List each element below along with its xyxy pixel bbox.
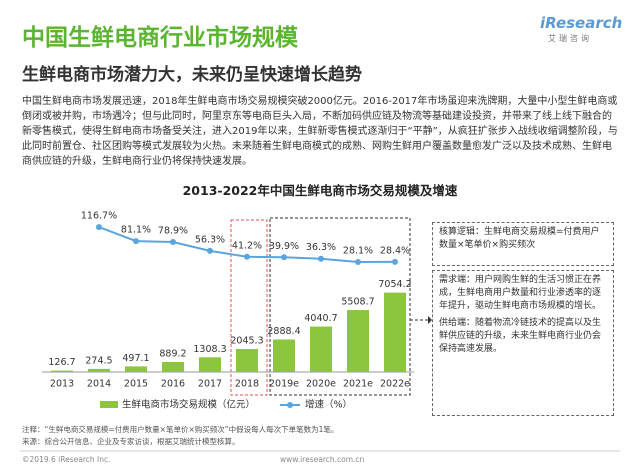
x-tick-label: 2017 [198, 379, 222, 390]
x-tick-label: 2013 [50, 379, 74, 390]
bar [162, 361, 184, 372]
bar [347, 310, 369, 372]
bar [236, 348, 258, 372]
x-tick-label: 2014 [87, 379, 111, 390]
growth-label: 78.9% [158, 225, 188, 236]
bar [273, 339, 295, 372]
source: 来源：综合公开信息、企业及专家访谈，根据艾瑞统计模型核算。 [22, 437, 240, 446]
title: 中国生鲜电商行业市场规模 [22, 25, 298, 51]
growth-label: 56.3% [195, 234, 225, 245]
growth-point [281, 254, 287, 261]
growth-point [96, 224, 102, 231]
logic-box: 核算逻辑：生鲜电商交易规模=付费用户数量×笔单价×购买频次 [432, 222, 614, 266]
growth-point [355, 258, 361, 265]
growth-label: 81.1% [121, 225, 151, 236]
bar [88, 368, 110, 372]
url: www.iresearch.com.cn [280, 455, 365, 464]
growth-point [392, 258, 398, 265]
legend-swatch [100, 401, 118, 408]
growth-label: 36.3% [306, 242, 336, 253]
growth-point [244, 253, 250, 260]
forecast-box [269, 217, 411, 396]
legend-swatch [287, 402, 293, 408]
bar [199, 357, 221, 372]
chart-title: 2013-2022年中国生鲜电商市场交易规模及增速 [182, 183, 458, 198]
growth-point [207, 247, 213, 254]
highlight-box [230, 219, 268, 396]
growth-point [170, 238, 176, 245]
bar [125, 366, 147, 372]
bar-label: 7054.2 [378, 279, 411, 290]
bar-label: 2045.3 [230, 335, 263, 346]
x-tick-label: 2020e [306, 379, 336, 390]
bar-label: 126.7 [48, 357, 75, 368]
legend-label: 生鲜电商市场交易规模（亿元） [122, 399, 255, 411]
growth-point [318, 255, 324, 262]
demand-text: 需求端：用户网购生鲜的生活习惯正在养成，生鲜电商用户数量和行业渗透率的逐年提升，… [439, 275, 602, 311]
x-tick-label: 2018 [235, 379, 259, 390]
bar-label: 4040.7 [304, 313, 337, 324]
growth-label: 116.7% [81, 211, 117, 222]
growth-label: 39.9% [269, 241, 299, 252]
bar-label: 5508.7 [341, 297, 374, 308]
copyright: ©2019.6 iResearch Inc. [22, 455, 111, 464]
x-tick-label: 2016 [161, 379, 185, 390]
supply-text: 供给端：随着物流冷链技术的提高以及生鲜供应链的升级，未来生鲜电商行业仍会保持高速… [439, 318, 602, 354]
paragraph: 中国生鲜电商市场发展迅速，2018年生鲜电商市场交易规模突破2000亿元。201… [22, 96, 618, 167]
legend-label: 增速（%） [305, 399, 352, 411]
bar-label: 497.1 [122, 353, 149, 364]
bar-label: 2888.4 [267, 326, 300, 337]
logo: iResearch [540, 14, 623, 32]
x-tick-label: 2022e [380, 379, 410, 390]
bar-label: 1308.3 [193, 344, 226, 355]
arrow [428, 316, 432, 324]
subtitle: 生鲜电商市场潜力大，未来仍呈快速增长趋势 [22, 65, 362, 85]
note: 注释：“生鲜电商交易规模=付费用户数量×笔单价×购买频次”中假设每人每次下单笔数… [22, 425, 339, 434]
driver-box: 需求端：用户网购生鲜的生活习惯正在养成，生鲜电商用户数量和行业渗透率的逐年提升，… [432, 270, 614, 416]
growth-label: 28.4% [380, 245, 410, 256]
growth-label: 41.2% [232, 240, 262, 251]
bar [51, 370, 73, 372]
growth-label: 28.1% [343, 245, 373, 256]
x-tick-label: 2019e [269, 379, 299, 390]
growth-point [133, 238, 139, 245]
x-tick-label: 2021e [343, 379, 373, 390]
logo-sub: 艾瑞咨询 [548, 34, 592, 43]
bar [310, 326, 332, 372]
bar [384, 292, 406, 372]
x-tick-label: 2015 [124, 379, 148, 390]
bar-label: 274.5 [85, 355, 112, 366]
bar-label: 889.2 [159, 348, 186, 359]
